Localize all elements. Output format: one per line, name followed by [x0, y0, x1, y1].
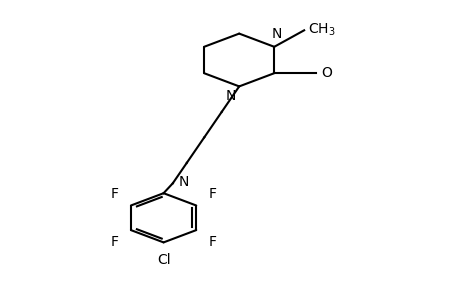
- Text: O: O: [320, 66, 331, 80]
- Text: F: F: [110, 187, 118, 201]
- Text: N: N: [271, 27, 281, 41]
- Text: F: F: [110, 235, 118, 249]
- Text: N: N: [224, 89, 235, 103]
- Text: F: F: [208, 235, 217, 249]
- Text: Cl: Cl: [157, 253, 170, 267]
- Text: N: N: [178, 175, 188, 189]
- Text: CH$_3$: CH$_3$: [307, 22, 335, 38]
- Text: F: F: [208, 187, 217, 201]
